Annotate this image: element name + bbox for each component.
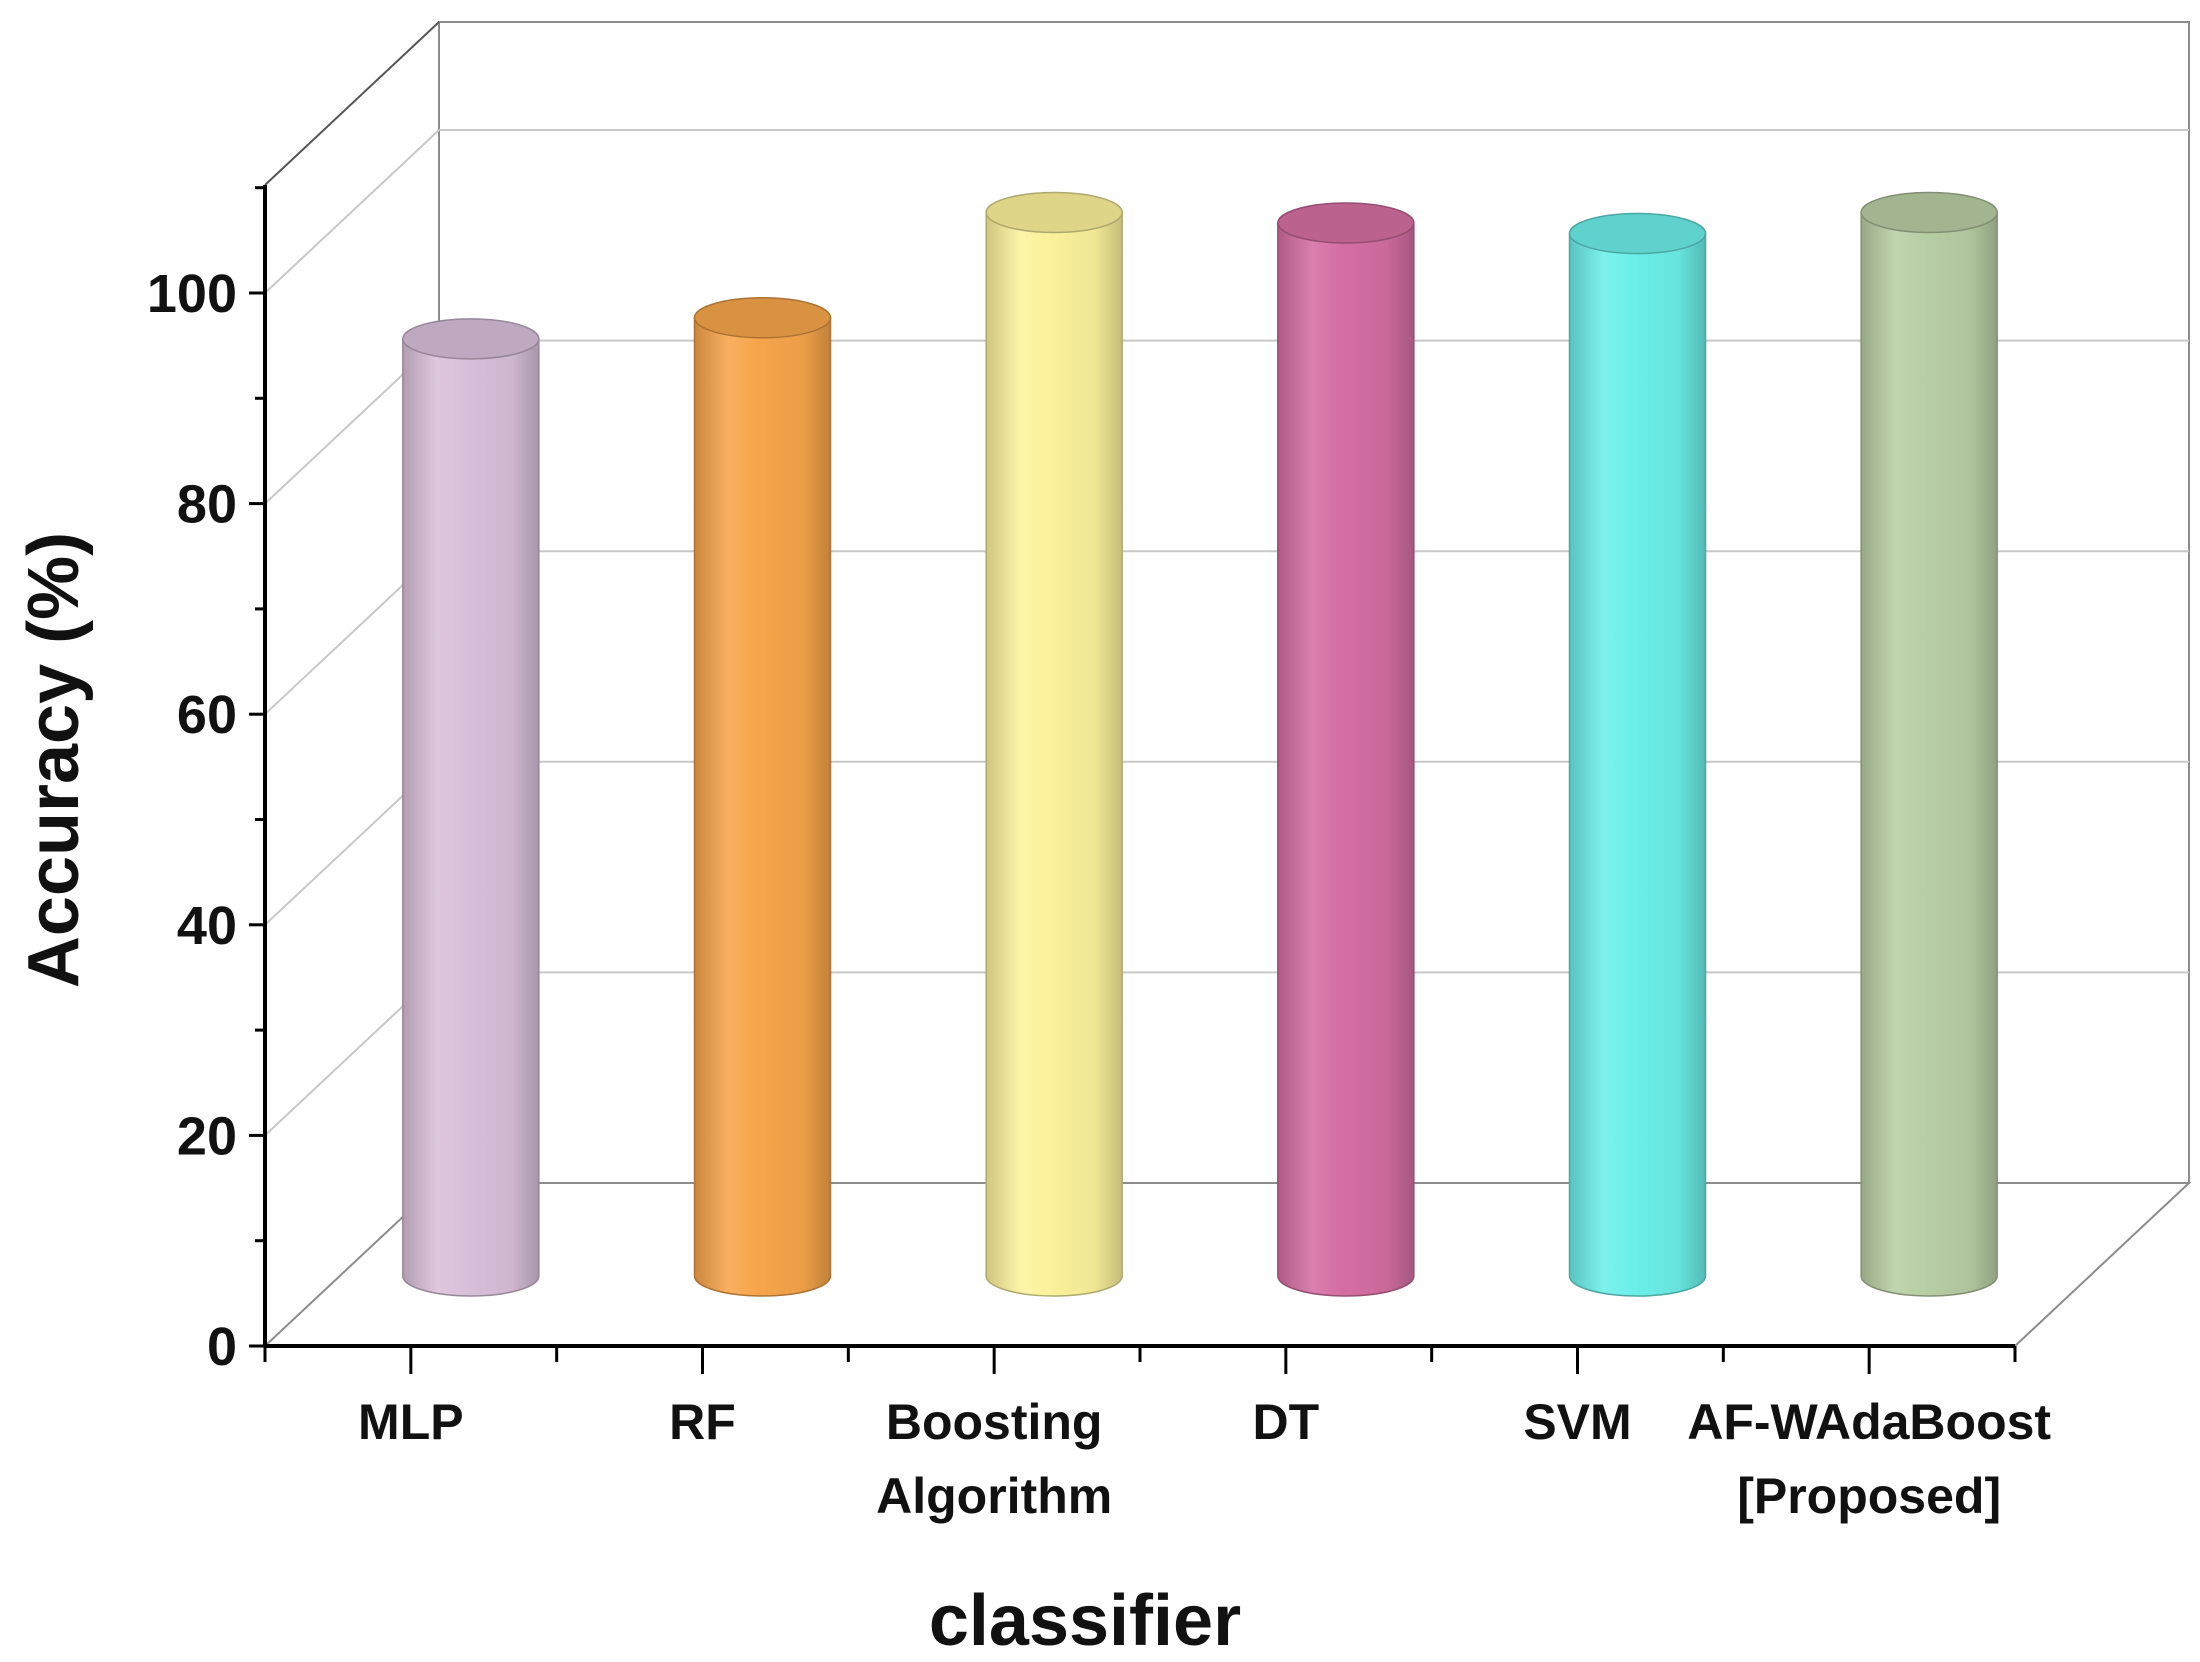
x-tick-label: AF-WAdaBoost [Proposed] <box>1687 1394 2051 1524</box>
bar-0 <box>402 318 540 1297</box>
x-tick-label: MLP <box>358 1394 464 1450</box>
bar-4 <box>1568 212 1707 1297</box>
bar-top <box>985 191 1123 234</box>
bar-body <box>1860 211 1998 1297</box>
x-tick-label-line: DT <box>1253 1394 1320 1450</box>
left-wall-top-edge <box>264 21 440 186</box>
y-tick-label: 100 <box>147 264 237 324</box>
x-tick-label-line: [Proposed] <box>1737 1468 2001 1524</box>
bar-top <box>1568 212 1707 255</box>
x-axis-title: classifier <box>929 1581 1241 1661</box>
x-tick-label-line: SVM <box>1523 1394 1631 1450</box>
y-tick-label: 40 <box>177 896 237 956</box>
x-tick-label-line: Boosting <box>886 1394 1103 1450</box>
bar-layer <box>402 191 1998 1297</box>
bar-body <box>1568 232 1707 1297</box>
x-tick-label: DT <box>1253 1394 1320 1450</box>
bar-top <box>1277 202 1415 244</box>
bar-body <box>402 338 540 1297</box>
axis-layer <box>249 185 2017 1374</box>
bar-top <box>1860 191 1998 234</box>
x-tick-label: Boosting Algorithm <box>876 1394 1112 1524</box>
bar-5 <box>1860 191 1998 1297</box>
x-tick-label-line: Algorithm <box>876 1468 1112 1524</box>
bar-top <box>402 318 540 360</box>
x-tick-label: SVM <box>1523 1394 1631 1450</box>
bar-2 <box>985 191 1123 1297</box>
x-tick-label: RF <box>669 1394 736 1450</box>
y-tick-label: 20 <box>177 1106 237 1166</box>
y-tick-label: 60 <box>177 685 237 745</box>
x-tick-label-line: AF-WAdaBoost <box>1687 1394 2051 1450</box>
bar-body <box>985 211 1123 1297</box>
y-tick-label: 80 <box>177 475 237 535</box>
x-tick-label-line: RF <box>669 1394 736 1450</box>
bar-body <box>693 317 832 1297</box>
x-tick-label-line: MLP <box>358 1394 464 1450</box>
y-tick-label: 0 <box>207 1317 237 1377</box>
bar-top <box>693 297 832 339</box>
gridline-side <box>264 129 440 294</box>
bar-3 <box>1277 202 1415 1297</box>
y-axis-title: Accuracy (%) <box>14 532 94 988</box>
bar-1 <box>693 297 832 1297</box>
label-layer: 0 20 40 60 80 100 MLP RF Boosting Algorithm DT SVM A… <box>14 264 2051 1661</box>
bar-body <box>1277 222 1415 1297</box>
